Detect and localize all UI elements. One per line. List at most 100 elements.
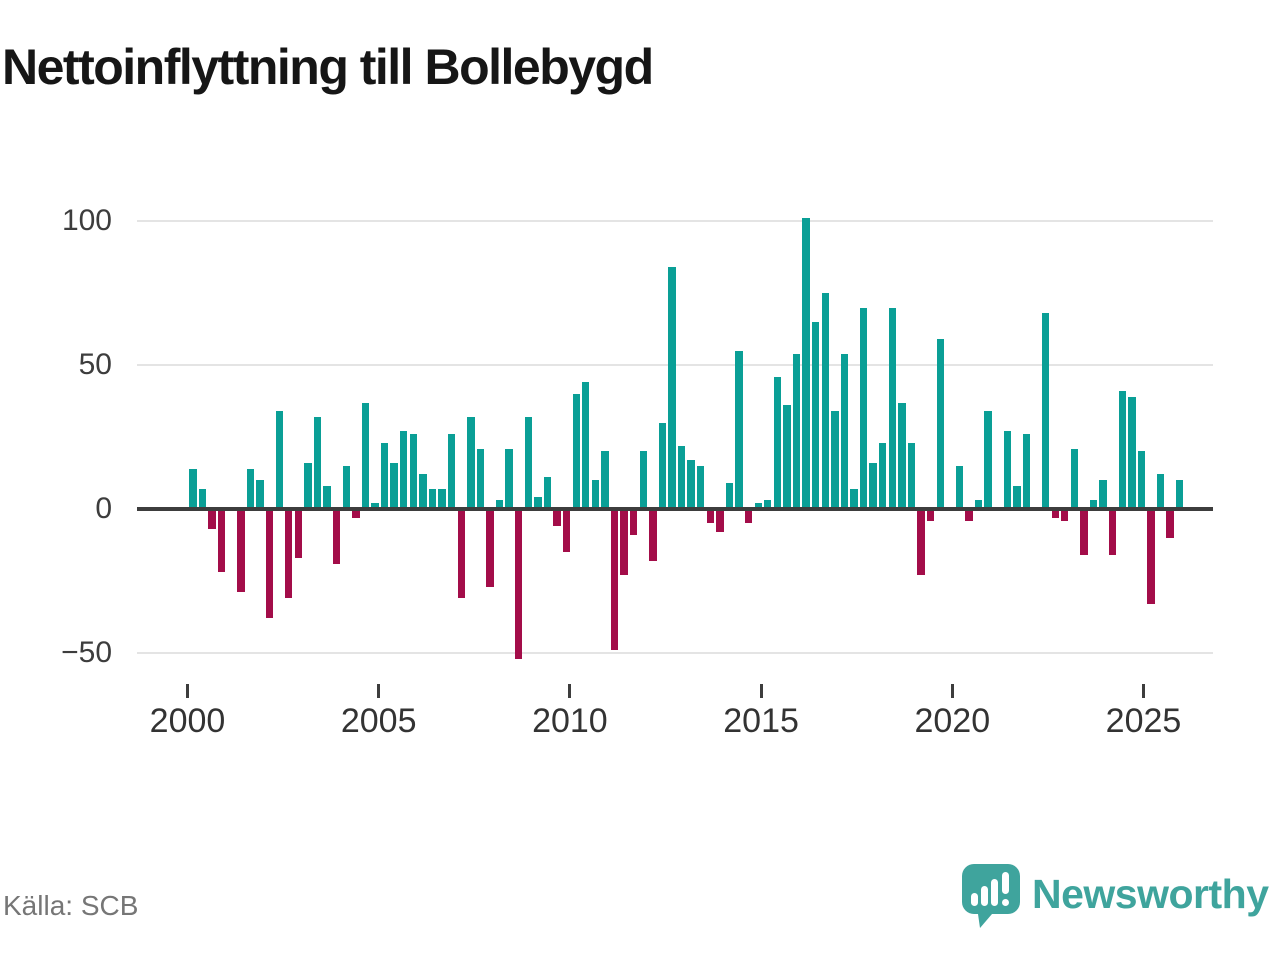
- y-axis-tick-label-0: 0: [95, 492, 112, 525]
- bar-2009-q4: [562, 509, 571, 553]
- bar-2021-q2: [1003, 431, 1011, 509]
- bar-2014-q1: [725, 483, 734, 509]
- bar-2016-q4: [831, 411, 839, 509]
- bar-2005-q3: [400, 431, 408, 509]
- bar-2002-q3: [285, 509, 293, 599]
- bar-2006-q3: [438, 488, 446, 509]
- bar-2007-q2: [467, 416, 475, 509]
- bar-2014-q3: [744, 509, 753, 524]
- grid-line--50: [137, 651, 1213, 654]
- bar-2024-q2: [1118, 391, 1126, 509]
- bar-2019-q3: [936, 339, 944, 509]
- x-axis-tick-label-2025: 2025: [1105, 702, 1182, 740]
- bar-2015-q2: [773, 376, 782, 509]
- bar-2005-q2: [390, 462, 398, 509]
- bar-2011-q1: [610, 509, 619, 651]
- bar-2006-q4: [447, 434, 456, 509]
- bar-2023-q2: [1080, 509, 1088, 556]
- bar-2004-q3: [361, 402, 370, 509]
- bar-2012-q3: [668, 267, 676, 509]
- bar-2023-q4: [1099, 480, 1107, 509]
- bar-2015-q4: [792, 353, 801, 509]
- bar-2012-q2: [658, 422, 667, 509]
- bar-2004-q4: [371, 503, 379, 509]
- bar-2020-q2: [965, 509, 973, 521]
- bar-2011-q2: [620, 509, 628, 576]
- x-axis-tick-label-2005: 2005: [340, 702, 417, 740]
- bar-2013-q4: [716, 509, 724, 533]
- bar-2014-q4: [754, 503, 762, 509]
- bar-2025-q2: [1156, 474, 1165, 509]
- y-axis-tick-label-50: 50: [78, 348, 112, 382]
- y-axis-tick-label--50: −50: [61, 635, 112, 669]
- bar-2001-q2: [237, 509, 245, 593]
- bar-2017-q3: [859, 307, 868, 509]
- bar-2010-q1: [572, 393, 580, 509]
- x-axis-tick-mark-2015: [759, 684, 763, 698]
- bar-2008-q2: [505, 448, 513, 509]
- x-axis-tick-mark-2000: [186, 684, 189, 698]
- bar-2020-q3: [974, 500, 983, 509]
- bar-2003-q4: [333, 509, 341, 564]
- bar-2013-q3: [706, 509, 714, 524]
- bar-2025-q3: [1166, 509, 1174, 538]
- bar-2000-q1: [189, 468, 197, 509]
- bar-2014-q2: [735, 350, 743, 509]
- bar-2025-q4: [1176, 480, 1184, 509]
- bar-2006-q1: [419, 474, 427, 509]
- bar-2013-q2: [697, 465, 705, 509]
- bar-2016-q2: [812, 321, 820, 509]
- bar-2001-q4: [256, 480, 264, 509]
- bar-2002-q4: [294, 509, 303, 558]
- bar-2023-q3: [1089, 500, 1098, 509]
- bar-2017-q2: [850, 488, 858, 509]
- bar-2018-q3: [898, 402, 906, 509]
- bar-2018-q2: [888, 307, 897, 509]
- bar-2010-q3: [591, 480, 600, 509]
- bar-2021-q4: [1022, 434, 1031, 509]
- bar-2011-q3: [629, 509, 638, 535]
- x-axis-tick-label-2000: 2000: [149, 702, 226, 740]
- bar-2002-q2: [275, 411, 283, 509]
- bar-2000-q3: [208, 509, 216, 530]
- bar-2012-q1: [649, 509, 657, 561]
- bar-2007-q4: [486, 509, 494, 587]
- bar-2002-q1: [265, 509, 274, 619]
- bar-2016-q1: [802, 218, 810, 509]
- bar-2015-q3: [783, 405, 791, 509]
- bar-2010-q4: [601, 451, 609, 509]
- source-label: Källa: SCB: [3, 890, 139, 921]
- grid-line-100: [137, 220, 1213, 223]
- bar-2024-q1: [1108, 509, 1117, 556]
- bar-2015-q1: [764, 500, 772, 509]
- bar-2017-q4: [869, 462, 877, 509]
- bar-2011-q4: [639, 451, 647, 509]
- bar-2000-q4: [218, 509, 226, 573]
- bar-2019-q1: [917, 509, 925, 576]
- bar-2021-q3: [1013, 485, 1021, 509]
- bar-2017-q1: [840, 353, 849, 509]
- bar-2009-q2: [543, 477, 552, 509]
- bar-2013-q1: [687, 460, 695, 509]
- bar-2003-q1: [304, 462, 312, 509]
- bar-2007-q3: [476, 448, 485, 509]
- bar-2022-q2: [1041, 313, 1050, 509]
- x-axis-tick-label-2010: 2010: [532, 702, 608, 740]
- bar-2007-q1: [457, 509, 465, 599]
- bar-2004-q2: [352, 509, 360, 518]
- bar-2008-q3: [515, 509, 523, 659]
- bar-2005-q1: [380, 442, 389, 509]
- bar-2018-q1: [879, 442, 887, 509]
- x-axis-tick-label-2015: 2015: [723, 702, 799, 740]
- x-axis-tick-mark-2005: [377, 684, 381, 698]
- bar-2009-q3: [553, 509, 561, 527]
- bar-2022-q3: [1051, 509, 1059, 518]
- bar-2009-q1: [534, 497, 542, 509]
- bar-2024-q3: [1128, 396, 1136, 509]
- bar-2008-q1: [495, 500, 504, 509]
- x-axis-tick-mark-2025: [1142, 684, 1145, 698]
- newsworthy-logo: Newsworthy: [962, 864, 1274, 928]
